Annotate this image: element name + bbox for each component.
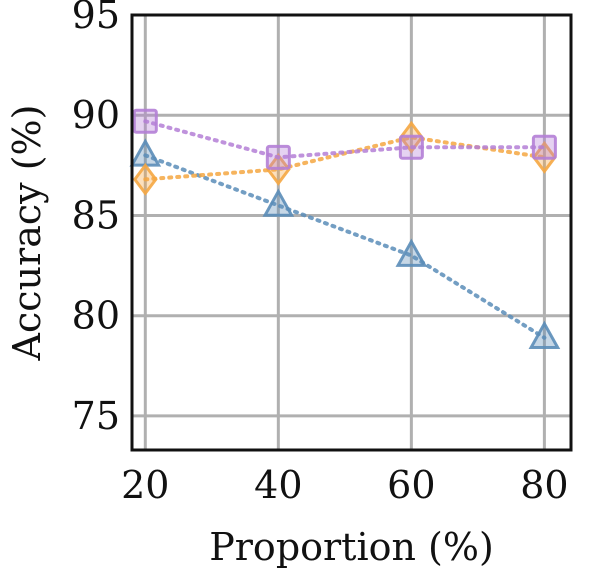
series-line <box>143 153 547 340</box>
plot-frame <box>130 13 573 452</box>
data-point-square <box>531 134 557 160</box>
grid-lines <box>132 13 571 450</box>
x-tick-label: 20 <box>121 463 169 507</box>
data-point-triangle <box>395 238 428 267</box>
x-axis-label: Proportion (%) <box>209 525 494 569</box>
y-axis-label: Accuracy (%) <box>5 105 49 362</box>
y-tick-label: 90 <box>72 93 120 137</box>
series-group <box>129 108 561 350</box>
x-tick-label: 60 <box>387 463 435 507</box>
y-tick-label: 75 <box>72 394 120 438</box>
y-tick-label: 95 <box>72 0 120 37</box>
data-point-diamond <box>132 162 158 196</box>
data-point-triangle <box>129 138 162 167</box>
series-diamond <box>132 120 557 196</box>
y-tick-label: 80 <box>72 294 120 338</box>
tick-labels: 20 40 60 80 75 80 85 90 95 <box>72 0 569 507</box>
data-point-triangle <box>528 320 561 350</box>
y-tick-label: 85 <box>72 193 120 237</box>
series-line <box>143 135 547 182</box>
data-point-square <box>132 108 158 134</box>
data-point-square <box>265 144 291 170</box>
data-point-triangle <box>262 188 295 217</box>
x-tick-label: 40 <box>254 463 302 507</box>
data-point-square <box>398 134 424 160</box>
series-line <box>143 119 547 160</box>
x-tick-label: 80 <box>520 463 568 507</box>
series-square <box>132 108 557 170</box>
